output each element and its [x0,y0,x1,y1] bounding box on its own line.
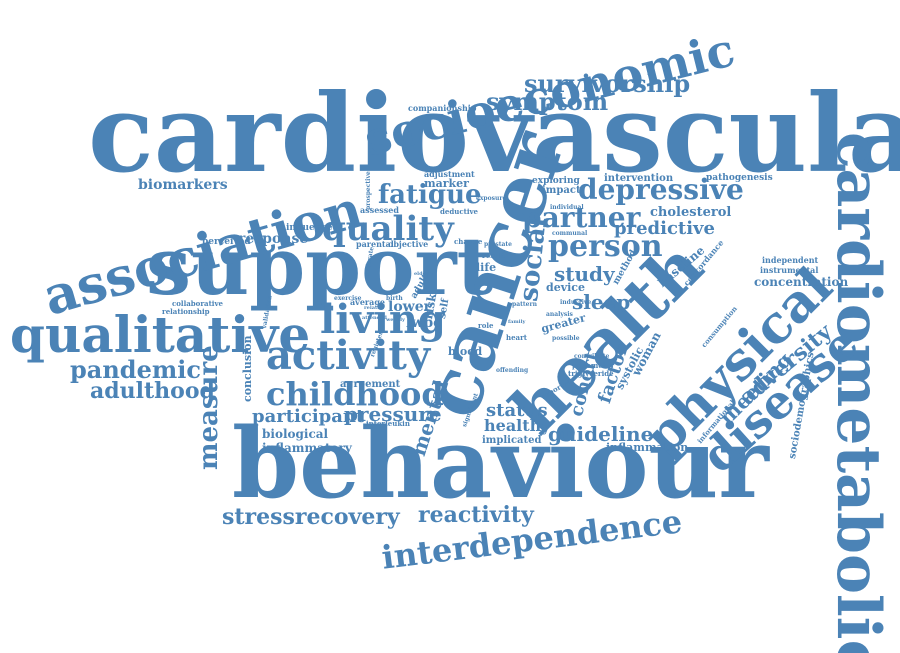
word-exercise: exercise [334,295,362,302]
word-independent: independent [762,255,819,265]
word-role: role [478,321,494,330]
word-offending: offending [496,367,529,374]
word-cardiovascular: cardiovascular [88,71,900,197]
word-adjustment: adjustment [424,169,475,179]
word-perceived: perceived [202,237,251,247]
word-adulthood: adulthood [90,378,215,404]
word-analysis: analysis [546,311,573,318]
word-companionship: companionship [408,103,477,113]
word-individual: individual [550,204,584,211]
word-biological: biological [262,427,329,441]
word-guideline: guideline [548,422,654,446]
word-prostate: prostate [484,241,512,248]
word-parental: parental [356,239,394,249]
word-study: study [554,262,615,286]
word-device: device [546,281,585,294]
word-fatigue: fatigue [378,180,482,210]
word-response: response [238,231,309,247]
word-pressure: pressure [344,402,442,426]
word-depressive: depressive [578,173,744,206]
word-cardiometabolic: cardiometabolic [823,132,893,653]
word-blood: blood [448,345,483,358]
word-deductive: deductive [440,207,479,216]
word-change: change [454,237,483,246]
word-living: living [320,296,446,343]
word-lower: lower [388,299,431,315]
word-family: family [508,319,526,325]
word-conclusion: conclusion [241,335,254,402]
word-weekly: weekly [386,317,405,323]
word-attended: attended [362,315,387,321]
word-partner: partner [522,201,641,234]
word-status: status [486,400,548,421]
word-concentration: concentration [754,275,849,289]
word-life: life [476,261,497,274]
word-implicated: implicated [482,435,542,446]
word-average: average [350,297,386,307]
word-agreement: agreement [340,379,401,390]
word-cholesterol: cholesterol [650,205,732,220]
word-objective: objective [388,239,429,249]
word-reactivity: reactivity [418,502,534,528]
word-prospective: prospective [365,171,372,210]
word-triglyceride: triglyceride [568,369,614,378]
word-result: result [482,251,506,260]
word-predictive: predictive [614,218,715,239]
word-exposure: exposure [476,195,507,202]
word-marker: marker [424,177,469,190]
word-contribute: contribute [574,353,610,360]
word-influence: influence [286,223,333,233]
word-pedometer: pedometer [572,361,615,370]
word-inflammatory: inflammatory [262,441,352,455]
word-activity: activity [266,332,431,379]
word-support: support [146,219,494,313]
word-stressrecovery: stressrecovery [222,504,400,530]
word-heart: heart [506,333,527,342]
word-relationship: relationship [162,307,210,316]
word-participant: participant [252,406,365,427]
word-sleep: sleep [572,290,631,314]
word-pandemic: pandemic [70,355,201,384]
word-qualitative: qualitative [10,305,311,364]
word-intervention: intervention [604,173,674,184]
word-inductive: inductive [560,299,592,306]
word-exploring: exploring [532,176,580,186]
word-pattern: pattern [512,301,537,308]
word-healthy: healthy [484,416,551,435]
word-pathogenesis: pathogenesis [706,173,773,183]
word-inflammation: inflammation [606,441,689,454]
word-symptom: symptom [486,87,609,116]
word-impact: impact [542,185,581,196]
word-biomarkers: biomarkers [138,177,228,193]
word-person: person [548,229,663,264]
word-interleukin: interleukin [366,419,410,428]
word-communal: communal [552,230,588,237]
word-possible: possible [552,335,580,342]
word-childhood: childhood [266,375,444,413]
word-measure: measure [194,345,224,470]
word-quality: quality [322,209,454,249]
word-behaviour: behaviour [232,407,769,520]
word-lwbc: lwbc [406,315,442,331]
word-assessed: assessed [360,205,399,215]
word-survivorship: survivorship [524,69,691,98]
word-collaborative: collaborative [172,299,223,308]
word-related: related [364,305,384,311]
word-elderly: elderly [414,271,434,277]
word-instrumental: instrumental [760,265,819,275]
word-birth: birth [386,295,403,302]
